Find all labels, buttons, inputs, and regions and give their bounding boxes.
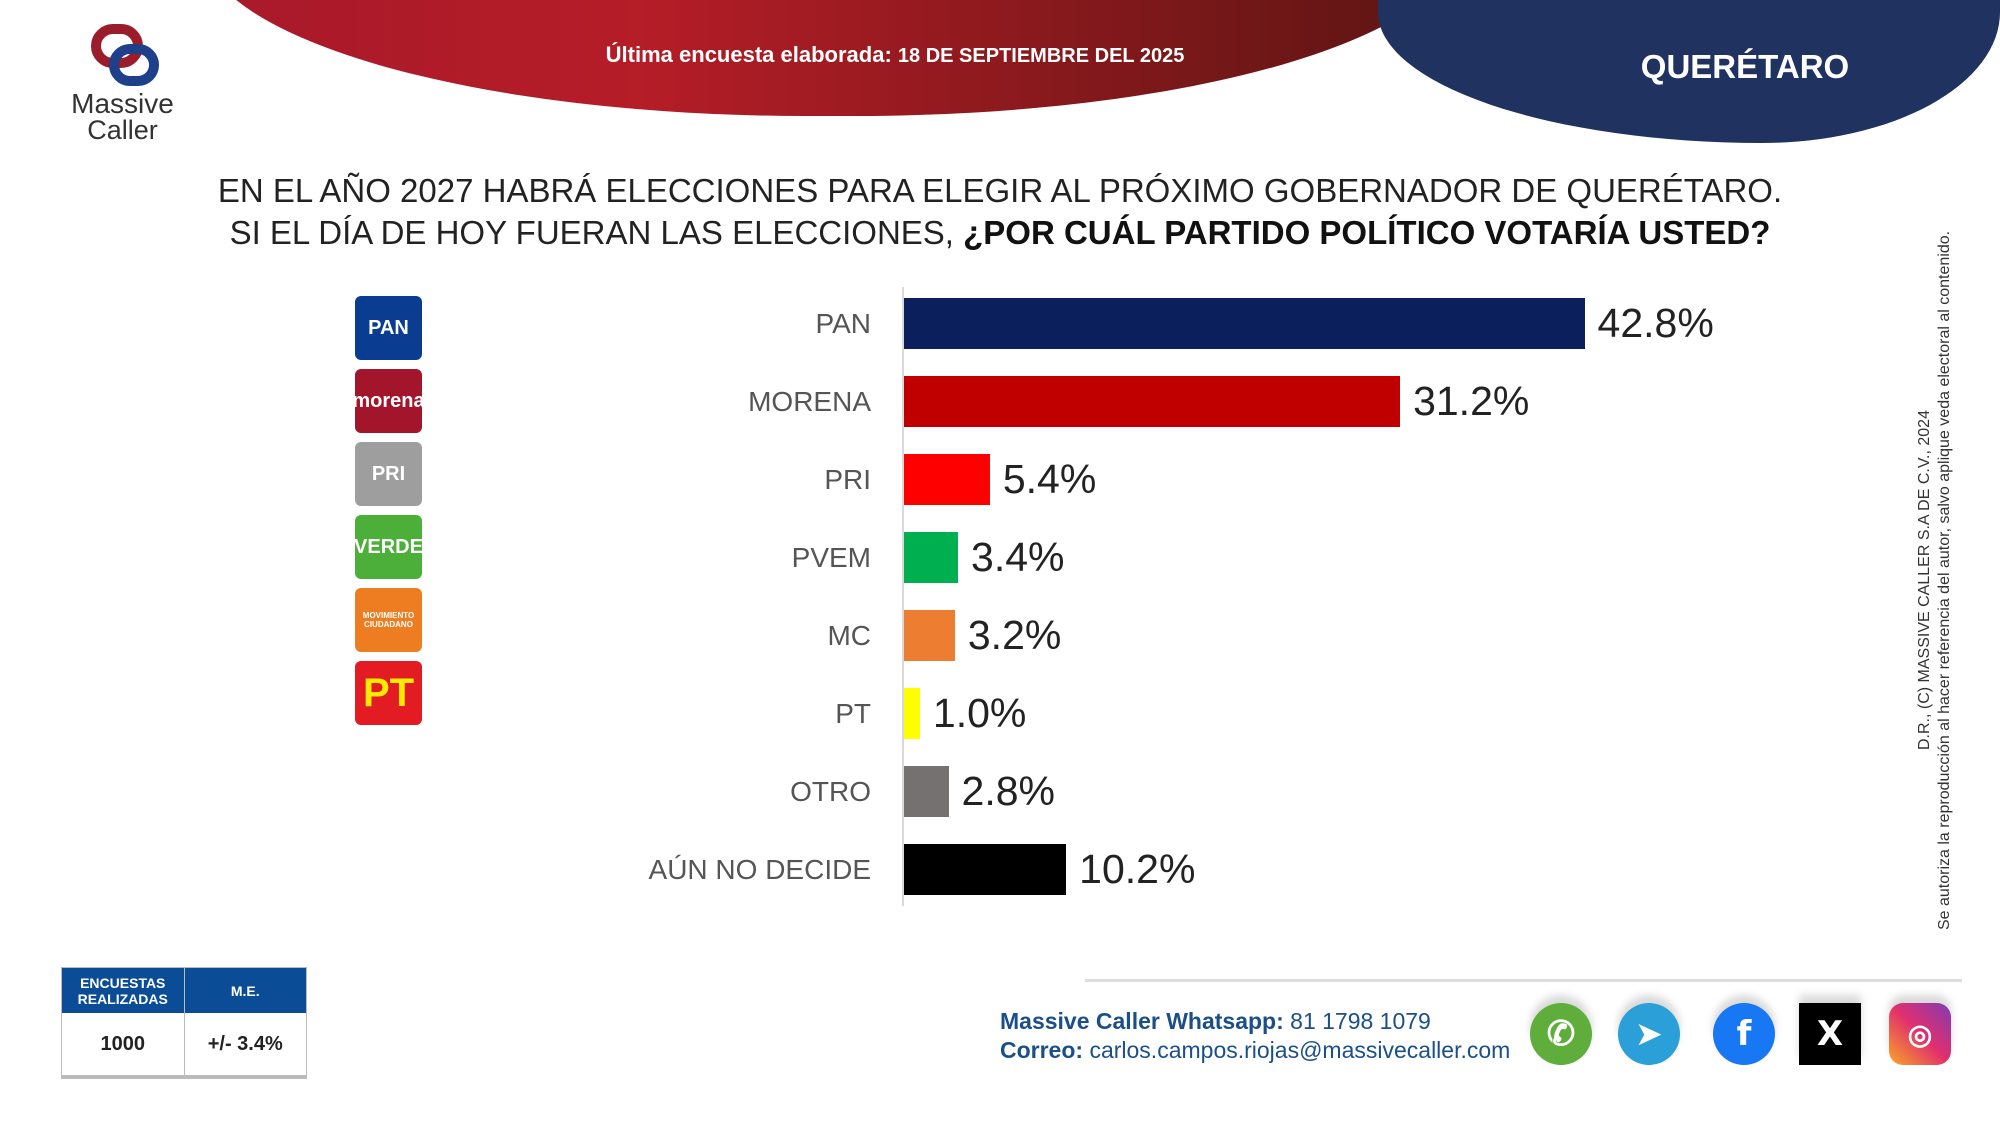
category-label-2: PRI (824, 464, 871, 495)
bar-pan (904, 298, 1585, 349)
x-icon[interactable]: X (1799, 1003, 1861, 1065)
instagram-icon[interactable]: ◎ (1889, 1003, 1951, 1065)
table-header-margin: M.E. (183, 968, 307, 1013)
bar-mc (904, 610, 955, 661)
date-prefix: Última encuesta elaborada: (605, 42, 892, 67)
bar-morena (904, 376, 1401, 427)
bar-pt (904, 688, 920, 739)
category-label-6: OTRO (790, 776, 871, 807)
chart-axis (902, 287, 904, 906)
state-name: QUERÉTARO (1640, 48, 1850, 85)
logo-line2: Caller (87, 115, 158, 145)
category-label-1: MORENA (748, 386, 871, 417)
party-logo-5: PT (355, 661, 422, 725)
value-label-0: 42.8% (1597, 300, 1714, 346)
survey-info-table: ENCUESTAS REALIZADAS M.E. 1000 +/- 3.4% (61, 967, 307, 1079)
copyright-notice: D.R., (C) MASSIVE CALLER S.A DE C.V., 20… (1915, 230, 1960, 930)
telegram-icon[interactable]: ➤ (1618, 1003, 1680, 1065)
copyright-line1: D.R., (C) MASSIVE CALLER S.A DE C.V., 20… (1916, 410, 1933, 750)
question-line1: EN EL AÑO 2027 HABRÁ ELECCIONES PARA ELE… (217, 172, 1783, 209)
table-surveys-value: 1000 (100, 1033, 146, 1055)
question-line2: SI EL DÍA DE HOY FUERAN LAS ELECCIONES, … (0, 214, 2000, 252)
category-label-7: AÚN NO DECIDE (648, 854, 871, 885)
category-label-5: PT (835, 698, 871, 729)
email-label: Correo: (1000, 1037, 1084, 1063)
value-label-2: 5.4% (1002, 456, 1097, 502)
party-logo-1: morena (352, 369, 425, 433)
value-label-3: 3.4% (971, 534, 1065, 580)
bar-otro (904, 766, 949, 817)
whatsapp-contact: Massive Caller Whatsapp: 81 1798 1079 (1000, 1008, 1431, 1035)
whatsapp-label: Massive Caller Whatsapp: (1000, 1008, 1284, 1034)
value-label-6: 2.8% (961, 768, 1055, 814)
question-prefix: SI EL DÍA DE HOY FUERAN LAS ELECCIONES, (229, 214, 954, 251)
party-logo-2: PRI (355, 442, 422, 506)
party-logo-4: MOVIMIENTO CIUDADANO (355, 588, 422, 652)
header-banner (200, 0, 1460, 118)
massive-caller-logo: Massive Caller (60, 22, 185, 157)
table-header-surveys: ENCUESTAS REALIZADAS (77, 974, 168, 1007)
category-label-4: MC (827, 620, 871, 651)
value-label-1: 31.2% (1413, 378, 1530, 424)
date-value: 18 DE SEPTIEMBRE DEL 2025 (897, 45, 1185, 67)
question-bold: ¿POR CUÁL PARTIDO POLÍTICO VOTARÍA USTED… (963, 214, 1771, 251)
party-logo-3: VERDE (354, 515, 423, 579)
bar-aún-no-decide (904, 844, 1067, 895)
copyright-line2: Se autoriza la reproducción al hacer ref… (1936, 230, 1953, 930)
value-label-4: 3.2% (967, 612, 1062, 658)
category-label-3: PVEM (791, 542, 871, 573)
party-logo-0: PAN (355, 296, 422, 360)
email-address[interactable]: carlos.campos.riojas@massivecaller.com (1089, 1037, 1511, 1063)
value-label-7: 10.2% (1079, 846, 1196, 892)
email-contact: Correo: carlos.campos.riojas@massivecall… (1000, 1037, 1510, 1064)
whatsapp-icon[interactable]: ✆ (1530, 1003, 1592, 1065)
value-label-5: 1.0% (932, 690, 1027, 736)
facebook-icon[interactable]: f (1713, 1003, 1775, 1065)
bar-pvem (904, 532, 959, 583)
whatsapp-number[interactable]: 81 1798 1079 (1290, 1008, 1431, 1034)
logo-mark-icon (83, 22, 163, 90)
category-label-0: PAN (815, 308, 872, 339)
logo-line1: Massive (71, 88, 174, 119)
bar-pri (904, 454, 990, 505)
survey-date: Última encuesta elaborada: 18 DE SEPTIEM… (500, 42, 1290, 68)
table-margin-value: +/- 3.4% (183, 1013, 307, 1076)
footer-divider (1085, 979, 1962, 982)
